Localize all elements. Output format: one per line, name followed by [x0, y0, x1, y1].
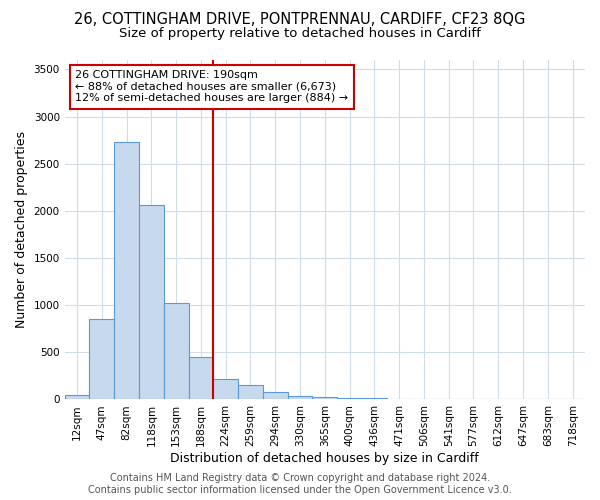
Bar: [188, 356, 214, 400]
Bar: [139, 205, 164, 400]
Y-axis label: Number of detached properties: Number of detached properties: [15, 131, 28, 328]
Bar: [238, 386, 263, 400]
Bar: [89, 320, 114, 400]
Bar: [263, 392, 287, 400]
Text: Contains HM Land Registry data © Crown copyright and database right 2024.
Contai: Contains HM Land Registry data © Crown c…: [88, 474, 512, 495]
Bar: [65, 394, 89, 400]
X-axis label: Distribution of detached houses by size in Cardiff: Distribution of detached houses by size …: [170, 452, 479, 465]
Text: 26 COTTINGHAM DRIVE: 190sqm
← 88% of detached houses are smaller (6,673)
12% of : 26 COTTINGHAM DRIVE: 190sqm ← 88% of det…: [75, 70, 348, 103]
Bar: [164, 303, 188, 400]
Bar: [313, 397, 337, 400]
Text: 26, COTTINGHAM DRIVE, PONTPRENNAU, CARDIFF, CF23 8QG: 26, COTTINGHAM DRIVE, PONTPRENNAU, CARDI…: [74, 12, 526, 28]
Bar: [214, 379, 238, 400]
Text: Size of property relative to detached houses in Cardiff: Size of property relative to detached ho…: [119, 28, 481, 40]
Bar: [337, 398, 362, 400]
Bar: [362, 398, 387, 400]
Bar: [114, 142, 139, 400]
Bar: [287, 396, 313, 400]
